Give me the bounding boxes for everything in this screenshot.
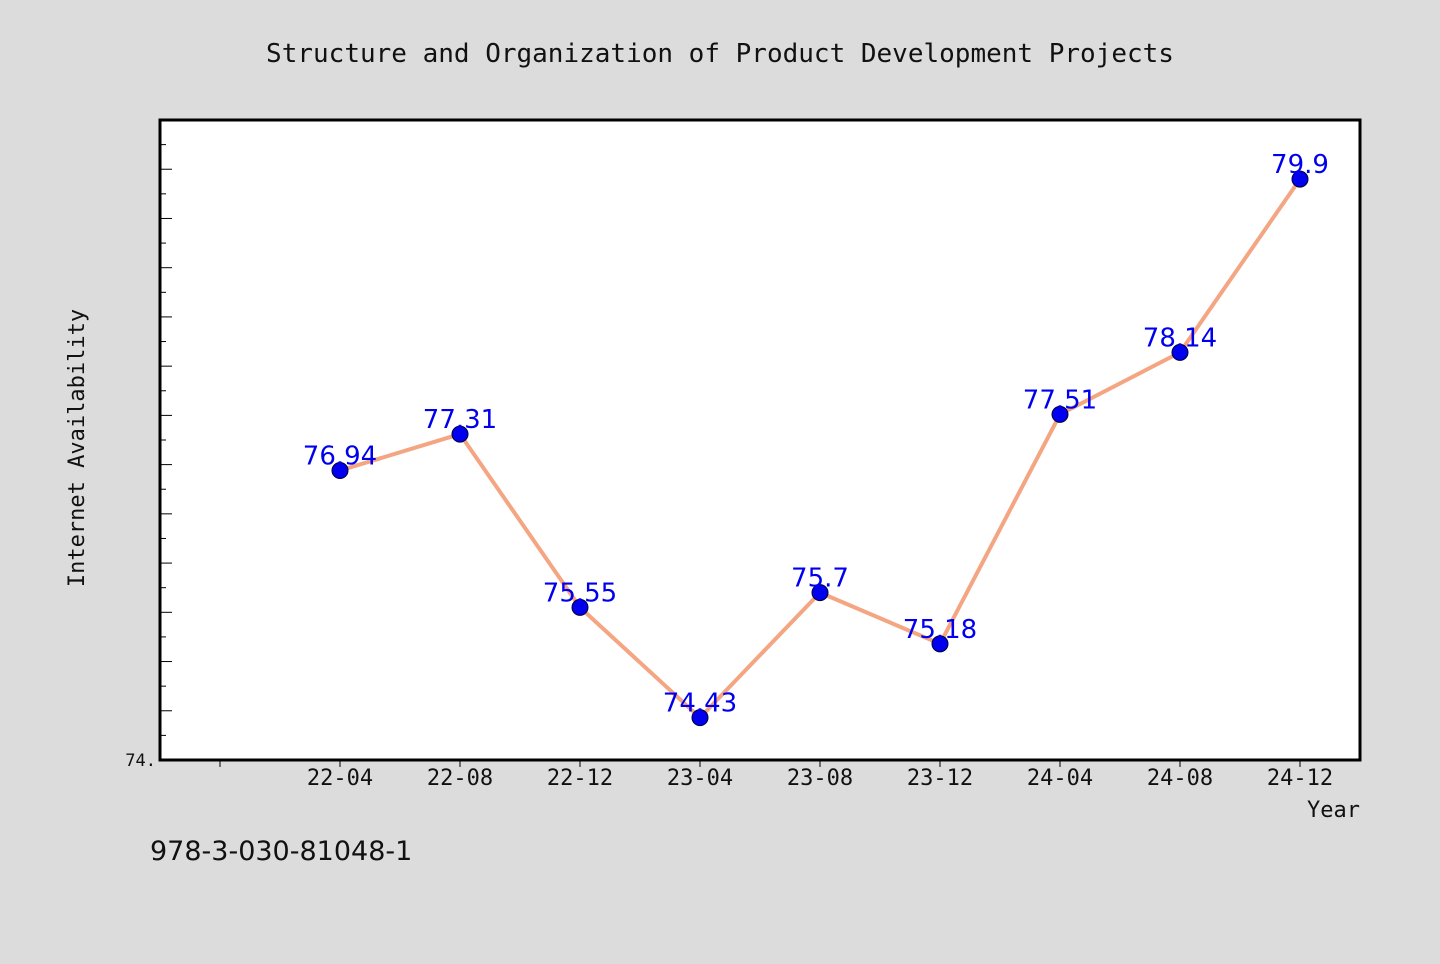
data-point	[451, 425, 469, 443]
data-point	[571, 598, 589, 616]
chart-title: Structure and Organization of Product De…	[266, 39, 1174, 69]
data-point	[331, 462, 349, 480]
data-label: 75.55	[543, 578, 617, 608]
data-label: 79.9	[1271, 150, 1329, 180]
y-axis-ticks: 74.	[125, 119, 172, 771]
plot-area	[158, 118, 1362, 762]
data-label: 77.31	[423, 405, 497, 435]
series-line-group: 76.94 77.31 75.55 74.43 75.7 75.18 77.51 78.14 7…	[303, 150, 1329, 727]
x-tick-label: 24-04	[1027, 766, 1093, 791]
data-label: 74.43	[663, 689, 737, 719]
x-tick-label: 22-12	[547, 766, 613, 791]
data-point	[811, 584, 829, 602]
x-tick-label: 24-12	[1267, 766, 1333, 791]
data-point	[1291, 170, 1309, 188]
data-point	[1171, 343, 1189, 361]
x-tick-label: 23-12	[907, 766, 973, 791]
x-tick-label: 23-08	[787, 766, 853, 791]
x-axis-ticks: 22-04 22-08 22-12 23-04 23-08 23-12 24-04 24-08…	[219, 760, 1333, 791]
y-axis-label: Internet Availability	[65, 309, 90, 587]
x-tick-label: 23-04	[667, 766, 733, 791]
x-tick-label: 24-08	[1147, 766, 1213, 791]
y-tick-label: 74.	[125, 751, 156, 771]
data-label: 78.14	[1143, 323, 1217, 353]
data-label: 76.94	[303, 442, 377, 472]
data-point	[691, 709, 709, 727]
x-tick-label: 22-08	[427, 766, 493, 791]
data-point	[931, 635, 949, 653]
data-label: 75.18	[903, 615, 977, 645]
data-point	[1051, 405, 1069, 423]
x-axis-label: Year	[1307, 798, 1360, 823]
data-label: 75.7	[791, 564, 849, 594]
x-tick-label: 22-04	[307, 766, 373, 791]
isbn-text: 978-3-030-81048-1	[150, 836, 413, 867]
data-label: 77.51	[1023, 385, 1097, 415]
